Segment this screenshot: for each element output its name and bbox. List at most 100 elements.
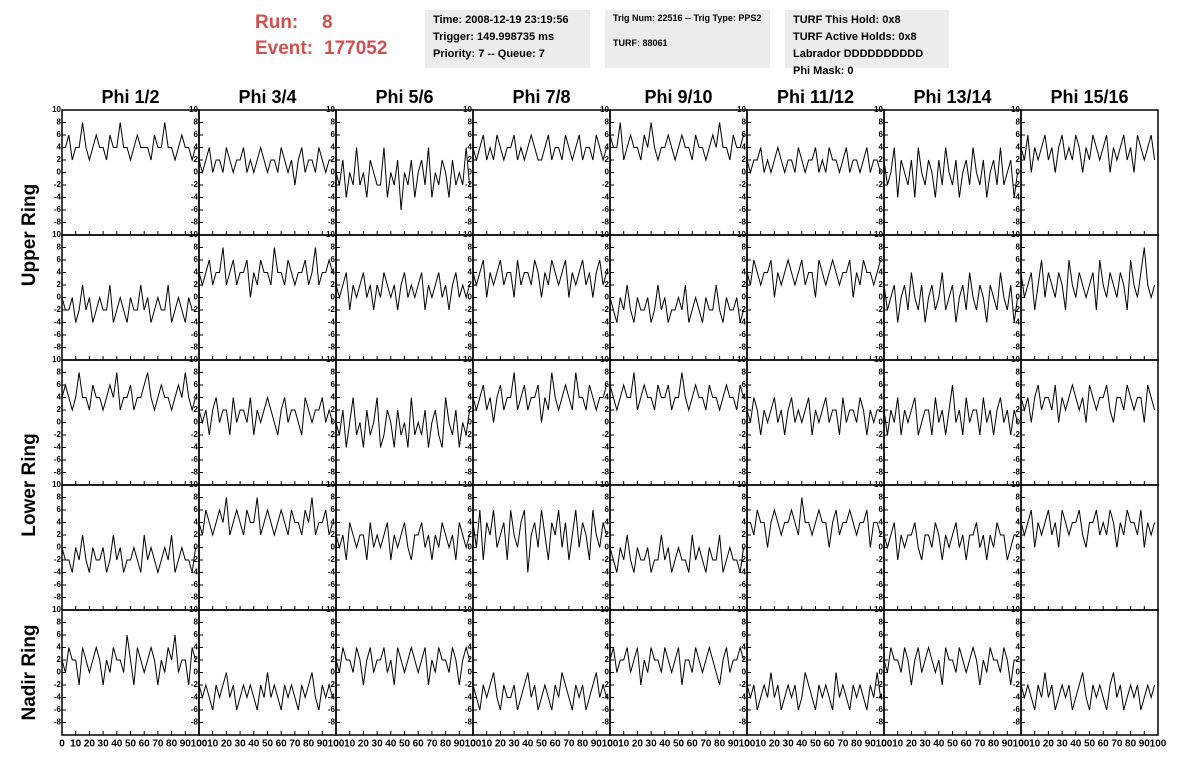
- y-tick-label: -8: [876, 593, 884, 602]
- y-tick-label: -6: [876, 205, 884, 214]
- y-tick-label: -2: [876, 305, 884, 314]
- x-tick-label: 40: [1070, 739, 1082, 750]
- waveform: [883, 384, 1019, 436]
- waveform: [472, 133, 608, 162]
- y-tick-label: 2: [1016, 155, 1021, 164]
- y-tick-label: 2: [879, 655, 884, 664]
- x-tick-label: 60: [413, 739, 425, 750]
- x-tick-label: 100: [602, 739, 619, 750]
- y-tick-label: 0: [879, 543, 884, 552]
- y-tick-label: 8: [331, 493, 336, 502]
- y-tick-label: 8: [742, 493, 747, 502]
- y-tick-label: -2: [876, 555, 884, 564]
- y-tick-label: 8: [468, 618, 473, 627]
- y-tick-label: -2: [328, 555, 336, 564]
- y-tick-label: 4: [605, 143, 610, 152]
- y-tick-label: 6: [468, 255, 473, 264]
- y-tick-label: -4: [739, 443, 747, 452]
- y-tick-label: 10: [1011, 480, 1020, 489]
- y-tick-label: -2: [876, 180, 884, 189]
- column-header: Phi 3/4: [238, 87, 296, 107]
- x-tick-label: 30: [372, 739, 384, 750]
- x-tick-label: 50: [947, 739, 959, 750]
- event: 177052: [324, 38, 388, 59]
- y-tick-label: 4: [879, 268, 884, 277]
- y-tick-label: -8: [465, 718, 473, 727]
- x-tick-label: 60: [961, 739, 973, 750]
- y-tick-label: -6: [602, 455, 610, 464]
- y-tick-label: 2: [605, 280, 610, 289]
- y-tick-label: -8: [876, 343, 884, 352]
- y-tick-label: 2: [1016, 280, 1021, 289]
- y-tick-label: 8: [879, 118, 884, 127]
- y-tick-label: -2: [1013, 305, 1021, 314]
- y-tick-label: 0: [331, 668, 336, 677]
- y-tick-label: -2: [602, 430, 610, 439]
- waveform: [335, 397, 471, 448]
- panel-frame: [61, 484, 200, 611]
- column-header: Phi 5/6: [375, 87, 433, 107]
- y-tick-label: -6: [465, 330, 473, 339]
- y-tick-label: 0: [194, 418, 199, 427]
- y-tick-label: 6: [468, 630, 473, 639]
- panel-frame: [61, 359, 200, 486]
- x-tick-label: 20: [495, 739, 507, 750]
- y-tick-label: -6: [465, 705, 473, 714]
- waveform: [335, 147, 471, 211]
- y-tick-label: 0: [468, 293, 473, 302]
- y-tick-label: 4: [1016, 518, 1021, 527]
- y-tick-label: 6: [1016, 255, 1021, 264]
- y-tick-label: -8: [328, 218, 336, 227]
- y-tick-label: 4: [1016, 643, 1021, 652]
- y-tick-label: 8: [1016, 368, 1021, 377]
- x-tick-label: 40: [933, 739, 945, 750]
- y-tick-label: 0: [57, 543, 62, 552]
- x-tick-label: 70: [563, 739, 575, 750]
- y-tick-label: -8: [739, 593, 747, 602]
- x-tick-label: 90: [180, 739, 192, 750]
- y-tick-label: 4: [57, 143, 62, 152]
- y-tick-label: -8: [465, 468, 473, 477]
- y-tick-label: 0: [879, 418, 884, 427]
- y-tick-label: -6: [602, 580, 610, 589]
- y-tick-label: 6: [742, 255, 747, 264]
- y-tick-label: 10: [600, 105, 609, 114]
- y-tick-label: 6: [331, 630, 336, 639]
- y-tick-label: -6: [1013, 580, 1021, 589]
- y-tick-label: 10: [463, 605, 472, 614]
- y-tick-label: -2: [465, 555, 473, 564]
- x-tick-label: 100: [1013, 739, 1030, 750]
- y-tick-label: 4: [879, 643, 884, 652]
- y-tick-label: -6: [54, 580, 62, 589]
- y-tick-label: 2: [879, 405, 884, 414]
- y-tick-label: -4: [328, 318, 336, 327]
- y-tick-label: 6: [879, 380, 884, 389]
- x-tick-label: 100: [739, 739, 756, 750]
- y-tick-label: 8: [331, 118, 336, 127]
- y-tick-label: 4: [605, 393, 610, 402]
- y-tick-label: 6: [879, 130, 884, 139]
- y-tick-label: 10: [874, 480, 883, 489]
- y-tick-label: -8: [739, 468, 747, 477]
- y-tick-label: 6: [331, 130, 336, 139]
- y-tick-label: -8: [191, 468, 199, 477]
- y-tick-label: 10: [52, 230, 61, 239]
- waveform: [61, 634, 197, 686]
- x-tick-label: 60: [550, 739, 562, 750]
- y-tick-label: -2: [54, 555, 62, 564]
- x-tick-label: 60: [1098, 739, 1110, 750]
- y-tick-label: -8: [54, 718, 62, 727]
- y-tick-label: 10: [52, 480, 61, 489]
- info-line: TURF This Hold: 0x8: [793, 14, 901, 26]
- y-tick-label: 4: [742, 643, 747, 652]
- waveform: [883, 522, 1018, 561]
- y-tick-label: -2: [191, 555, 199, 564]
- y-tick-label: 0: [1016, 418, 1021, 427]
- y-tick-label: -2: [602, 180, 610, 189]
- y-tick-label: 0: [57, 418, 62, 427]
- x-tick-label: 10: [344, 739, 356, 750]
- y-tick-label: 6: [468, 505, 473, 514]
- column-header: Phi 7/8: [512, 87, 570, 107]
- y-tick-label: -8: [602, 593, 610, 602]
